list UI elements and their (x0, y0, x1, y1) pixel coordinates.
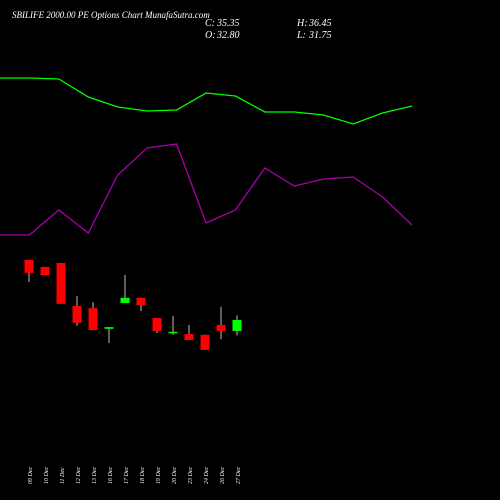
x-tick-label: 20 Dec (172, 467, 178, 484)
candle-body (56, 263, 66, 304)
x-tick-label: 24 Dec (203, 467, 210, 484)
candle-body (104, 327, 114, 329)
indicator-line (0, 143, 413, 236)
candle-body (24, 260, 34, 273)
ohlc-value: 36.45 (308, 18, 332, 29)
candle-body (184, 333, 194, 340)
candle-body (120, 297, 130, 304)
x-tick-label: 26 Dec (220, 467, 226, 484)
candle-body (88, 308, 98, 331)
candle-body (40, 266, 50, 276)
ohlc-value: 35.35 (216, 18, 240, 29)
x-tick-label: 23 Dec (188, 467, 194, 484)
ohlc-label: C: (205, 18, 215, 29)
x-tick-label: 10 Dec (44, 467, 50, 484)
x-tick-label: 27 Dec (236, 467, 242, 484)
ohlc-label: O: (205, 30, 216, 41)
x-tick-label: 16 Dec (108, 467, 114, 484)
x-tick-label: 09 Dec (28, 467, 34, 484)
candle-body (232, 319, 242, 331)
ohlc-label: L: (296, 30, 306, 41)
chart-title: SBILIFE 2000.00 PE Options Chart MunafaS… (12, 10, 210, 20)
candle-body (216, 324, 226, 331)
ohlc-value: 32.80 (216, 30, 240, 41)
indicator-line (0, 77, 413, 125)
candle-body (168, 331, 178, 334)
candle-body (200, 334, 210, 350)
candle-body (136, 297, 146, 306)
x-tick-label: 13 Dec (92, 467, 98, 484)
x-tick-label: 17 Dec (124, 467, 130, 484)
x-tick-label: 18 Dec (140, 467, 146, 484)
x-tick-label: 11 Dec (60, 467, 66, 484)
candle-body (72, 306, 82, 323)
candle-body (152, 318, 162, 331)
x-tick-label: 19 Dec (156, 467, 162, 484)
x-tick-label: 12 Dec (76, 467, 82, 484)
ohlc-value: 31.75 (308, 30, 332, 41)
ohlc-label: H: (296, 18, 308, 29)
